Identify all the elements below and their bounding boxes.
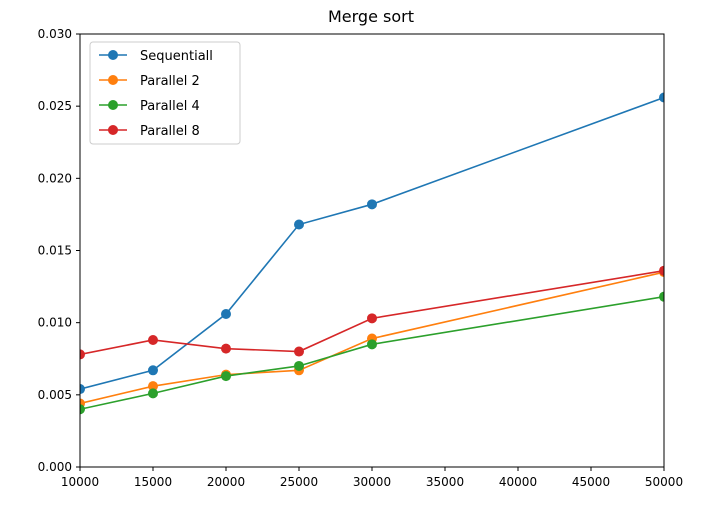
legend-label: Parallel 2 bbox=[140, 74, 200, 89]
legend-marker bbox=[108, 100, 118, 110]
series-line-1 bbox=[80, 271, 664, 405]
data-point bbox=[294, 219, 304, 230]
y-tick-label: 0.005 bbox=[38, 388, 72, 402]
series-line-2 bbox=[80, 295, 664, 411]
y-tick-label: 0.015 bbox=[38, 244, 72, 258]
data-point bbox=[367, 313, 377, 324]
data-point bbox=[367, 339, 377, 350]
data-point bbox=[80, 384, 85, 395]
y-tick-label: 0.020 bbox=[38, 171, 72, 185]
data-point bbox=[221, 343, 231, 354]
x-tick-label: 30000 bbox=[353, 475, 391, 489]
legend-marker bbox=[108, 75, 118, 85]
data-point bbox=[659, 92, 664, 103]
legend-marker bbox=[108, 125, 118, 135]
x-tick-label: 15000 bbox=[134, 475, 172, 489]
data-point bbox=[221, 371, 231, 382]
legend-label: Sequentiall bbox=[140, 49, 213, 64]
data-point bbox=[148, 381, 158, 392]
chart-title: Merge sort bbox=[328, 7, 414, 26]
legend-marker bbox=[108, 50, 118, 60]
data-point bbox=[148, 334, 158, 345]
series-line-0 bbox=[80, 96, 664, 390]
legend-label: Parallel 4 bbox=[140, 99, 200, 114]
data-point bbox=[148, 388, 158, 399]
x-tick-label: 20000 bbox=[207, 475, 245, 489]
data-point bbox=[80, 404, 85, 415]
y-tick-label: 0.030 bbox=[38, 27, 72, 41]
y-tick-label: 0.000 bbox=[38, 460, 72, 474]
legend-box bbox=[89, 41, 241, 145]
data-point bbox=[659, 291, 664, 302]
x-tick-label: 10000 bbox=[61, 475, 99, 489]
y-tick-label: 0.025 bbox=[38, 99, 72, 113]
x-tick-label: 25000 bbox=[280, 475, 318, 489]
plot-area bbox=[80, 92, 664, 415]
data-point bbox=[294, 360, 304, 371]
x-tick-label: 45000 bbox=[572, 475, 610, 489]
x-tick-label: 50000 bbox=[645, 475, 683, 489]
x-tick-label: 40000 bbox=[499, 475, 537, 489]
data-point bbox=[148, 365, 158, 376]
data-point bbox=[367, 199, 377, 210]
legend: Sequentiall Parallel 2 Parallel 4 Parallel … bbox=[89, 41, 241, 145]
legend-label: Parallel 8 bbox=[140, 124, 200, 139]
data-point bbox=[659, 265, 664, 276]
x-tick-label: 35000 bbox=[426, 475, 464, 489]
data-point bbox=[80, 349, 85, 360]
data-point bbox=[294, 346, 304, 357]
series-line-3 bbox=[80, 269, 664, 356]
data-point bbox=[221, 309, 231, 320]
y-tick-label: 0.010 bbox=[38, 316, 72, 330]
axes: 10000 15000 20000 25000 30000 35000 40000 45000… bbox=[38, 27, 683, 489]
